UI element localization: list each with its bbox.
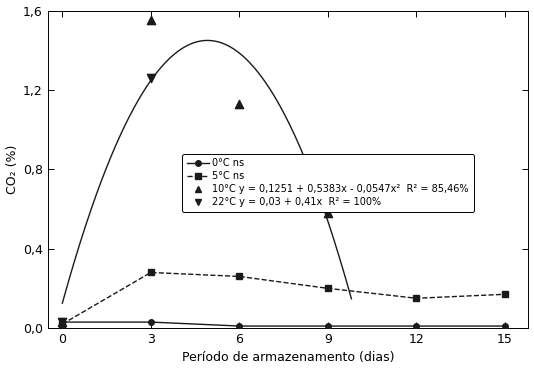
Point <box>324 210 332 216</box>
Point <box>146 75 155 81</box>
Point <box>235 101 244 107</box>
Point <box>58 319 67 325</box>
Point <box>58 319 67 325</box>
Legend: 0°C ns, 5°C ns, 10°C y = 0,1251 + 0,5383x - 0,0547x²  R² = 85,46%, 22°C y = 0,03: 0°C ns, 5°C ns, 10°C y = 0,1251 + 0,5383… <box>182 154 474 212</box>
X-axis label: Período de armazenamento (dias): Período de armazenamento (dias) <box>182 352 394 364</box>
Y-axis label: CO₂ (%): CO₂ (%) <box>5 145 19 194</box>
Point <box>146 17 155 23</box>
